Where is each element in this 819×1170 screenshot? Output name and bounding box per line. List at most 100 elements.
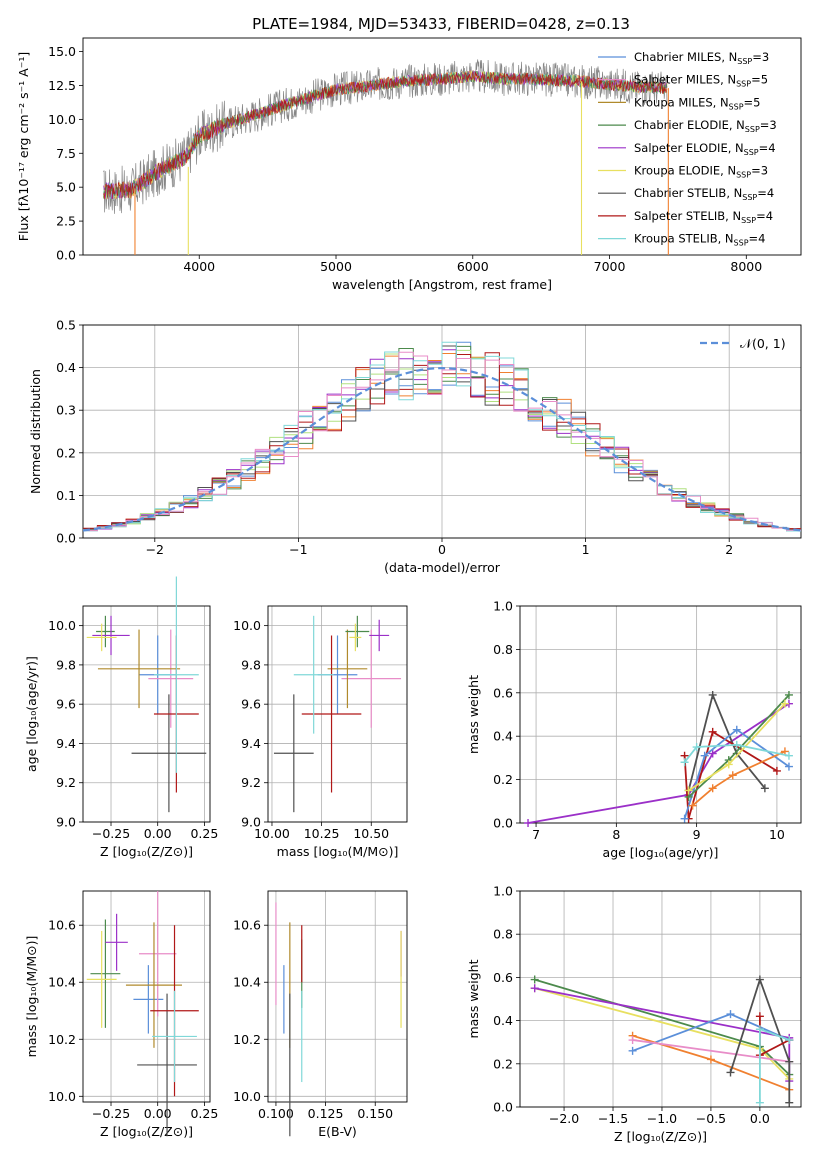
y-axis-label: mass weight (466, 959, 481, 1038)
x-tick-label: 7000 (594, 259, 626, 274)
y-tick-label: 10.0 (233, 1089, 261, 1104)
weight-line (632, 1039, 790, 1063)
weight-marker (755, 975, 764, 984)
weight-marker (784, 762, 793, 771)
weight-marker (680, 758, 689, 767)
y-tick-label: 0.4 (493, 1013, 513, 1028)
x-tick-label: −0.25 (92, 826, 130, 841)
x-tick-label: 10.00 (254, 826, 290, 841)
legend-label: 𝒩(0, 1) (740, 336, 786, 351)
weight-line (692, 750, 786, 807)
y-tick-label: 7.5 (56, 146, 76, 161)
y-tick-label: 9.4 (241, 736, 261, 751)
y-tick-label: 0.1 (56, 488, 76, 503)
x-axis-label: mass [log₁₀(M/M⊙)] (277, 844, 399, 859)
weight-line (527, 702, 790, 824)
legend-label: Chabrier STELIB, NSSP=4 (634, 186, 774, 202)
y-tick-label: 2.5 (56, 214, 76, 229)
x-axis-label: Z [log₁₀(Z/Z⊙)] (100, 844, 193, 859)
weight-marker (785, 1057, 794, 1066)
y-tick-label: 0.4 (493, 729, 513, 744)
x-tick-label: 7 (532, 827, 540, 842)
weight-marker (728, 771, 737, 780)
axes-frame (267, 605, 408, 823)
weight-marker (530, 975, 539, 984)
y-tick-label: 10.6 (233, 918, 261, 933)
weight-marker (680, 814, 689, 823)
weight-marker (524, 819, 533, 827)
x-axis-label: Z [log₁₀(Z/Z⊙)] (100, 1124, 193, 1139)
y-tick-label: 0.2 (493, 1056, 513, 1071)
x-tick-label: 0.25 (190, 826, 218, 841)
mass-vs-ebv-panel: 0.100 0.125 0.150 10.0 10.2 10.4 10.6 E(B-V) (233, 890, 408, 1139)
weight-marker (784, 751, 793, 760)
y-tick-label: 9.2 (241, 775, 261, 790)
mass-weight-vs-metallicity-panel: −2.0 −1.5 −1.0 −0.5 0.0 0.0 0.2 0.4 0.6 0.8 1.0 Z [… (466, 884, 802, 1144)
x-axis-label: wavelength [Angstrom, rest frame] (332, 277, 552, 292)
axes-frame (519, 605, 802, 824)
legend-label: Kroupa STELIB, NSSP=4 (634, 232, 765, 248)
x-tick-label: 0.25 (190, 1106, 218, 1121)
y-tick-label: 0.0 (56, 248, 76, 263)
spectrum-panel: 4000 5000 6000 7000 8000 0.0 2.5 5.0 7.5 10.0 12.5… (16, 37, 802, 292)
y-tick-label: 9.6 (56, 697, 76, 712)
x-tick-label: 6000 (457, 259, 489, 274)
y-tick-label: 0.0 (493, 816, 513, 831)
weight-marker (684, 786, 693, 795)
spectrum-title: PLATE=1984, MJD=53433, FIBERID=0428, z=0… (252, 15, 630, 33)
y-tick-label: 0.4 (56, 360, 76, 375)
weight-marker (732, 740, 741, 749)
x-tick-label: −2 (146, 542, 164, 557)
weight-marker (785, 1098, 794, 1107)
y-tick-label: 10.0 (233, 618, 261, 633)
axes-frame (82, 324, 802, 539)
y-tick-label: 9.0 (56, 815, 76, 830)
weight-marker (724, 760, 733, 769)
y-tick-label: 12.5 (48, 78, 76, 93)
y-tick-label: 9.2 (56, 775, 76, 790)
y-tick-label: 15.0 (48, 44, 76, 59)
y-tick-label: 0.6 (493, 685, 513, 700)
legend-label: Chabrier MILES, NSSP=3 (634, 50, 769, 66)
weight-marker (726, 1068, 735, 1077)
weight-marker (732, 725, 741, 734)
y-tick-label: 10.0 (48, 1089, 76, 1104)
x-tick-label: 8 (612, 827, 620, 842)
axes-frame (519, 890, 802, 1108)
x-tick-label: 0.00 (144, 826, 172, 841)
y-tick-label: 0.6 (493, 970, 513, 985)
y-axis-label: age [log₁₀(age/yr)] (24, 656, 39, 772)
legend-label: Salpeter MILES, NSSP=5 (634, 73, 768, 89)
weight-marker (780, 699, 789, 708)
weight-marker (700, 751, 709, 760)
x-tick-label: 0 (438, 542, 446, 557)
legend-label: Salpeter ELODIE, NSSP=4 (634, 141, 776, 157)
x-tick-label: 10 (769, 827, 785, 842)
weight-marker (708, 749, 717, 758)
x-tick-label: 4000 (183, 259, 215, 274)
x-tick-label: 8000 (730, 259, 762, 274)
x-tick-label: 0.125 (308, 1106, 344, 1121)
weight-marker (708, 784, 717, 793)
weight-marker (726, 1010, 735, 1019)
y-tick-label: 10.4 (48, 975, 76, 990)
weight-marker (628, 1046, 637, 1055)
x-axis-label: (data-model)/error (384, 560, 501, 575)
y-tick-label: 10.4 (233, 975, 261, 990)
spectrum-trace (103, 71, 668, 200)
weight-marker (785, 1036, 794, 1045)
age-vs-mass-panel: 10.00 10.25 10.50 9.0 9.2 9.4 9.6 9.8 10.0 mass [… (233, 605, 408, 859)
weight-marker (784, 690, 793, 699)
histogram-step (83, 351, 801, 532)
axes-frame (82, 605, 211, 823)
x-tick-label: 10.25 (304, 826, 340, 841)
y-axis-label: mass [log₁₀(M/M⊙)] (24, 936, 39, 1058)
legend-label: Kroupa MILES, NSSP=5 (634, 95, 760, 111)
y-tick-label: 1.0 (493, 884, 513, 899)
y-tick-label: 0.3 (56, 403, 76, 418)
weight-marker (688, 801, 697, 810)
y-tick-label: 9.4 (56, 736, 76, 751)
mass-weight-vs-age-panel: 7 8 9 10 0.0 0.2 0.4 0.6 0.8 1.0 age [log₁₀(age/yr… (466, 599, 802, 860)
y-axis-label: Flux [fλ10⁻¹⁷ erg cm⁻² s⁻¹ A⁻¹] (16, 52, 31, 241)
